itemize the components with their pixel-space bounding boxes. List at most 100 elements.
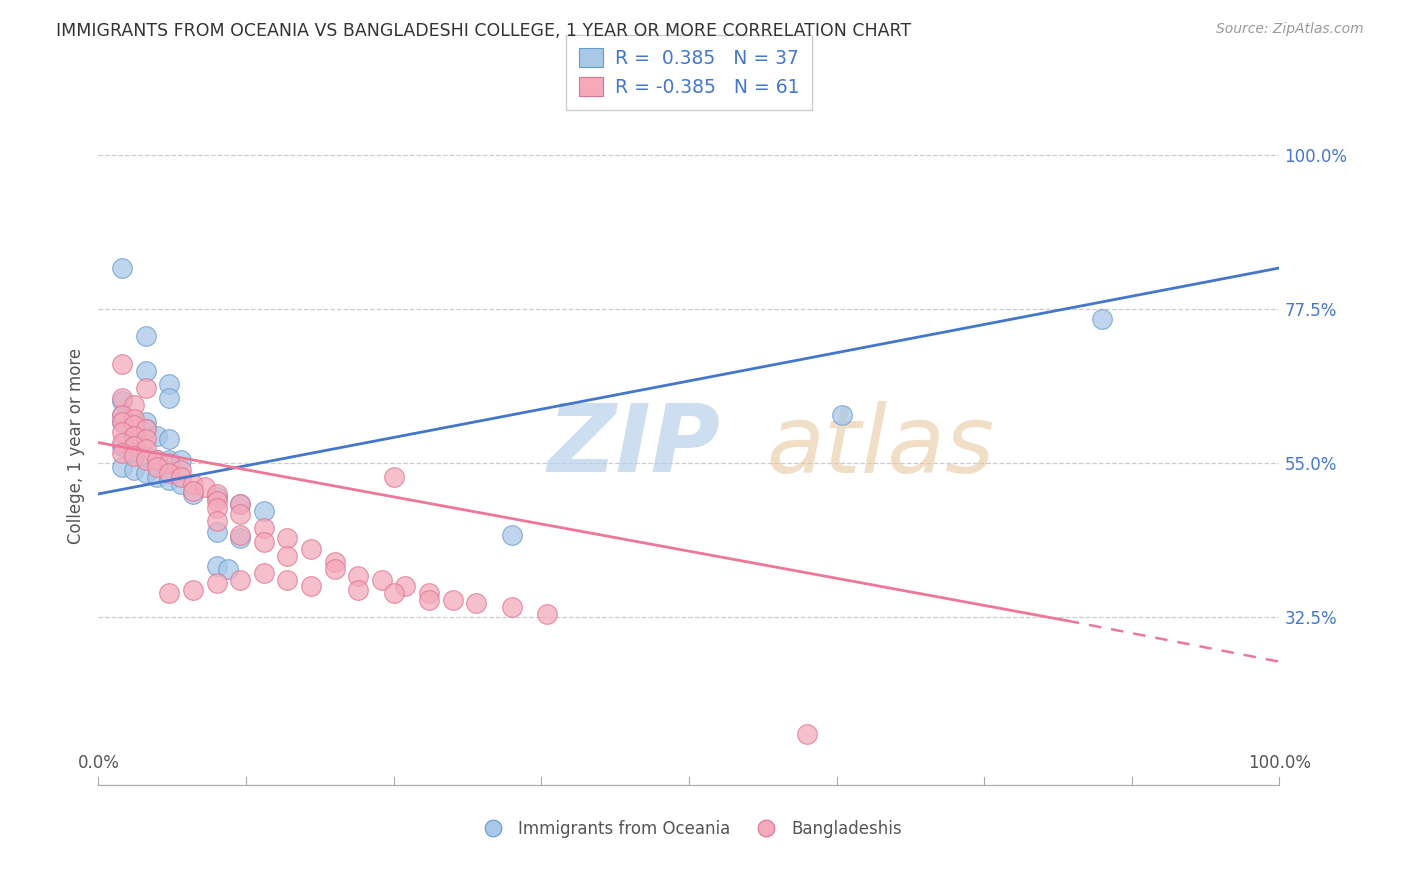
Point — [122, 422, 145, 436]
Point — [111, 446, 134, 460]
Point — [135, 381, 157, 395]
Point — [157, 586, 180, 600]
Point — [157, 467, 180, 481]
Point — [135, 422, 157, 436]
Point — [205, 576, 228, 591]
Point — [111, 408, 134, 422]
Point — [122, 450, 145, 464]
Point — [501, 599, 523, 614]
Point — [194, 480, 217, 494]
Point — [122, 428, 145, 442]
Point — [122, 418, 145, 433]
Point — [382, 470, 405, 484]
Point — [323, 556, 346, 570]
Text: 0.0%: 0.0% — [77, 755, 120, 772]
Point — [501, 528, 523, 542]
Point — [135, 364, 157, 378]
Point — [205, 487, 228, 501]
Point — [831, 408, 853, 422]
Point — [157, 473, 180, 487]
Point — [229, 528, 252, 542]
Point — [135, 422, 157, 436]
Text: IMMIGRANTS FROM OCEANIA VS BANGLADESHI COLLEGE, 1 YEAR OR MORE CORRELATION CHART: IMMIGRANTS FROM OCEANIA VS BANGLADESHI C… — [56, 22, 911, 40]
Point — [382, 586, 405, 600]
Point — [276, 532, 298, 546]
Point — [253, 534, 276, 549]
Text: Source: ZipAtlas.com: Source: ZipAtlas.com — [1216, 22, 1364, 37]
Point — [1091, 312, 1114, 326]
Point — [122, 463, 145, 477]
Point — [253, 566, 276, 580]
Point — [229, 497, 252, 511]
Point — [170, 476, 193, 491]
Point — [157, 456, 180, 470]
Point — [135, 432, 157, 446]
Point — [170, 463, 193, 477]
Point — [418, 586, 440, 600]
Point — [157, 452, 180, 467]
Point — [276, 573, 298, 587]
Point — [111, 357, 134, 371]
Point — [205, 491, 228, 505]
Point — [205, 524, 228, 539]
Point — [122, 446, 145, 460]
Point — [181, 483, 204, 498]
Point — [299, 579, 322, 593]
Point — [181, 487, 204, 501]
Point — [796, 726, 818, 740]
Point — [111, 391, 134, 405]
Point — [135, 467, 157, 481]
Point — [146, 452, 169, 467]
Point — [205, 514, 228, 528]
Point — [111, 260, 134, 275]
Point — [170, 452, 193, 467]
Point — [441, 593, 464, 607]
Point — [229, 532, 252, 546]
Point — [111, 415, 134, 429]
Point — [170, 470, 193, 484]
Point — [276, 549, 298, 563]
Point — [146, 459, 169, 474]
Point — [111, 394, 134, 409]
Point — [205, 558, 228, 573]
Point — [111, 459, 134, 474]
Point — [347, 569, 370, 583]
Point — [157, 432, 180, 446]
Point — [253, 504, 276, 518]
Point — [217, 562, 239, 576]
Point — [122, 398, 145, 412]
Point — [536, 607, 558, 621]
Text: atlas: atlas — [766, 401, 994, 491]
Point — [181, 582, 204, 597]
Point — [229, 497, 252, 511]
Point — [135, 452, 157, 467]
Text: ZIP: ZIP — [547, 400, 720, 492]
Point — [299, 541, 322, 556]
Point — [253, 521, 276, 535]
Point — [135, 450, 157, 464]
Point — [323, 562, 346, 576]
Point — [111, 408, 134, 422]
Legend: Immigrants from Oceania, Bangladeshis: Immigrants from Oceania, Bangladeshis — [470, 814, 908, 845]
Point — [135, 442, 157, 457]
Point — [146, 428, 169, 442]
Point — [135, 329, 157, 343]
Point — [146, 470, 169, 484]
Y-axis label: College, 1 year or more: College, 1 year or more — [66, 348, 84, 544]
Point — [111, 435, 134, 450]
Point — [418, 593, 440, 607]
Point — [111, 439, 134, 453]
Point — [146, 452, 169, 467]
Point — [371, 573, 394, 587]
Text: 100.0%: 100.0% — [1249, 755, 1310, 772]
Point — [205, 493, 228, 508]
Point — [229, 508, 252, 522]
Point — [122, 439, 145, 453]
Point — [157, 391, 180, 405]
Point — [205, 500, 228, 515]
Point — [111, 425, 134, 440]
Point — [181, 476, 204, 491]
Point — [465, 597, 488, 611]
Point — [229, 573, 252, 587]
Point — [122, 428, 145, 442]
